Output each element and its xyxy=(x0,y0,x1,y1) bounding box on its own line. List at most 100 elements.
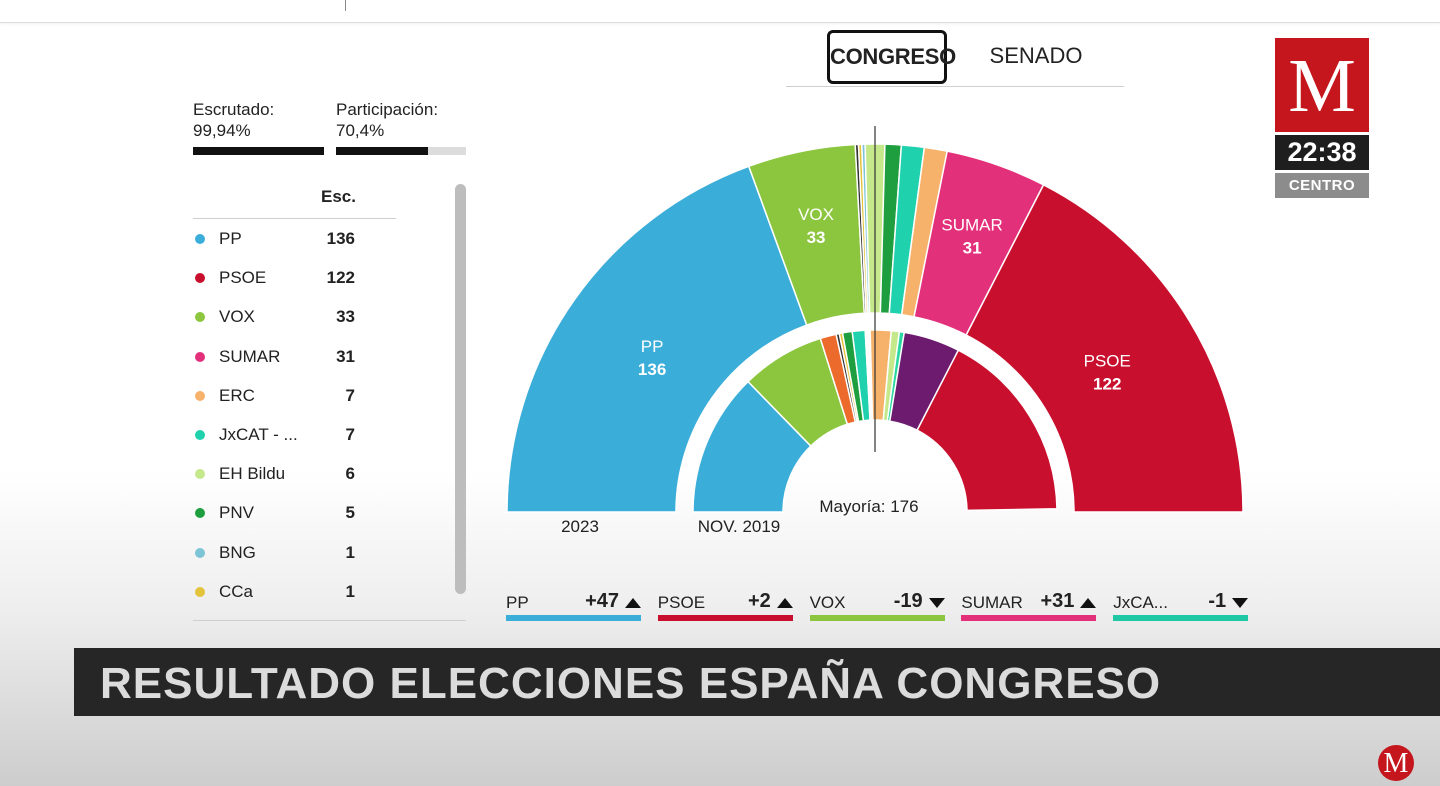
banner-title: RESULTADO ELECCIONES ESPAÑA CONGRESO xyxy=(100,659,1162,708)
party-seats: 122 xyxy=(326,268,355,288)
party-color-dot xyxy=(195,351,205,362)
party-seats: 6 xyxy=(345,464,355,484)
time-zone: CENTRO xyxy=(1275,173,1369,198)
channel-logo: M xyxy=(1275,38,1369,132)
chamber-tabs: CONGRESO SENADO xyxy=(786,30,1124,87)
hemicycle-chart: PP 136 VOX 33 SUMAR 31 PSOE 122 2023 NOV. 2019 May… xyxy=(506,126,1244,536)
party-color-dot xyxy=(195,273,205,284)
seat-change-item: PSOE +2 xyxy=(657,590,793,622)
party-color-dot xyxy=(195,390,205,401)
change-delta: +2 xyxy=(747,590,771,612)
participacion-label: Participación: xyxy=(336,100,439,119)
party-seats: 1 xyxy=(345,542,355,562)
table-row[interactable]: PP 136 xyxy=(193,227,393,251)
party-color-dot xyxy=(195,469,205,480)
party-color-dot xyxy=(195,547,205,558)
change-party: SUMAR xyxy=(961,593,1023,612)
arrow-up-icon xyxy=(625,598,641,608)
clock: 22:38 xyxy=(1275,135,1369,170)
arc-label-sumar: SUMAR xyxy=(941,215,1002,234)
change-party: VOX xyxy=(809,593,846,612)
arrow-up-icon xyxy=(1080,598,1097,608)
ring-label-2019: NOV. 2019 xyxy=(698,517,781,536)
change-color-bar xyxy=(1113,615,1249,621)
party-name: SUMAR xyxy=(219,346,281,366)
party-seats: 7 xyxy=(345,425,355,444)
arrow-down-icon xyxy=(928,598,945,608)
table-divider xyxy=(193,620,466,621)
change-party: PP xyxy=(506,593,529,612)
watermark-logo: M xyxy=(1378,745,1414,781)
change-delta: +31 xyxy=(1040,590,1075,612)
change-color-bar xyxy=(809,615,945,621)
party-name: EH Bildu xyxy=(219,464,286,484)
arrow-down-icon xyxy=(1232,598,1249,608)
party-name: ERC xyxy=(219,385,255,405)
seats-table-header: Esc. xyxy=(193,186,396,219)
party-color-dot xyxy=(195,586,205,597)
change-delta: -19 xyxy=(893,590,923,612)
arc-seats-psoe: 122 xyxy=(1093,374,1121,393)
seat-arc-2023-psoe[interactable] xyxy=(965,183,1244,513)
party-name: CCa xyxy=(219,581,254,601)
seat-change-item: VOX -19 xyxy=(809,590,945,622)
top-bar xyxy=(0,0,1440,23)
party-name: PP xyxy=(219,229,242,248)
tab-senado[interactable]: SENADO xyxy=(989,43,1083,68)
table-row[interactable]: BNG 1 xyxy=(193,541,393,565)
party-name: BNG xyxy=(219,542,256,562)
logo-letter: M xyxy=(1288,44,1356,128)
party-seats: 31 xyxy=(336,346,355,366)
ring-label-2023: 2023 xyxy=(561,517,599,536)
table-row[interactable]: JxCAT - ... 7 xyxy=(193,423,393,447)
participacion-progress xyxy=(336,147,466,155)
party-seats: 7 xyxy=(345,385,355,405)
escrutado-label: Escrutado: xyxy=(193,100,275,119)
party-color-dot xyxy=(195,430,205,440)
arrow-up-icon xyxy=(776,598,793,608)
majority-label: Mayoría: 176 xyxy=(819,497,918,516)
participacion-progress-fill xyxy=(336,147,428,155)
top-bar-divider xyxy=(345,0,346,11)
seats-column-header: Esc. xyxy=(321,187,356,206)
lower-third-banner: RESULTADO ELECCIONES ESPAÑA CONGRESO xyxy=(74,648,1440,716)
party-name: PSOE xyxy=(219,268,267,288)
table-row[interactable]: SUMAR 31 xyxy=(193,345,393,369)
party-color-dot xyxy=(195,508,205,519)
escrutado-value: 99,94% xyxy=(193,121,251,140)
arc-label-pp: PP xyxy=(641,337,664,356)
change-delta: +47 xyxy=(585,590,619,612)
seat-arc-2023-pp[interactable] xyxy=(506,165,808,513)
change-color-bar xyxy=(657,615,793,621)
party-seats: 5 xyxy=(345,503,355,523)
table-row[interactable]: ERC 7 xyxy=(193,384,393,408)
arc-label-vox: VOX xyxy=(798,205,834,224)
table-scrollbar[interactable] xyxy=(455,184,466,594)
escrutado-progress xyxy=(193,147,324,155)
arc-seats-pp: 136 xyxy=(638,360,666,379)
table-row[interactable]: CCa 1 xyxy=(193,580,393,604)
seat-arc-2019-psoe[interactable] xyxy=(916,349,1058,512)
party-color-dot xyxy=(195,312,205,323)
change-party: JxCA... xyxy=(1113,593,1168,612)
table-row[interactable]: VOX 33 xyxy=(193,305,393,329)
arc-seats-sumar: 31 xyxy=(963,238,982,257)
table-row[interactable]: PSOE 122 xyxy=(193,266,393,290)
table-row[interactable]: EH Bildu 6 xyxy=(193,462,393,486)
participacion-stat: Participación: 70,4% xyxy=(336,99,438,141)
arc-label-psoe: PSOE xyxy=(1084,351,1131,370)
escrutado-progress-fill xyxy=(193,147,324,155)
change-color-bar xyxy=(961,615,1097,621)
tab-congreso[interactable]: CONGRESO xyxy=(827,30,956,84)
participacion-value: 70,4% xyxy=(336,121,385,140)
party-name: VOX xyxy=(219,307,255,327)
escrutado-stat: Escrutado: 99,94% xyxy=(193,99,274,141)
party-name: PNV xyxy=(219,503,254,523)
party-seats: 1 xyxy=(345,581,355,601)
party-seats: 136 xyxy=(326,229,355,248)
party-name: JxCAT - ... xyxy=(219,425,298,444)
table-row[interactable]: PNV 5 xyxy=(193,501,393,525)
party-seats: 33 xyxy=(336,307,355,327)
party-color-dot xyxy=(195,234,205,244)
seat-change-item: PP +47 xyxy=(506,590,641,622)
